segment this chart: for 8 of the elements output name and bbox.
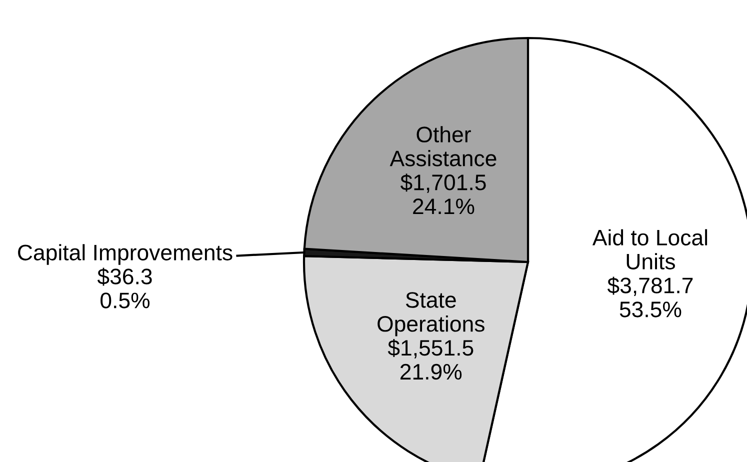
- data-label: $36.3 0.5%: [97, 268, 152, 308]
- data-label: $3,781.7 53.5%: [607, 276, 693, 318]
- data-label: $1,551.5 21.9%: [388, 339, 474, 380]
- data-label: $1,701.5 24.1%: [400, 174, 486, 214]
- slice-label: State Operations: [378, 292, 484, 336]
- slice-label: Capital Improvements: [18, 244, 232, 265]
- slice-label: Aid to Local Units: [592, 229, 708, 270]
- slice-label: Other Assistance: [390, 126, 496, 166]
